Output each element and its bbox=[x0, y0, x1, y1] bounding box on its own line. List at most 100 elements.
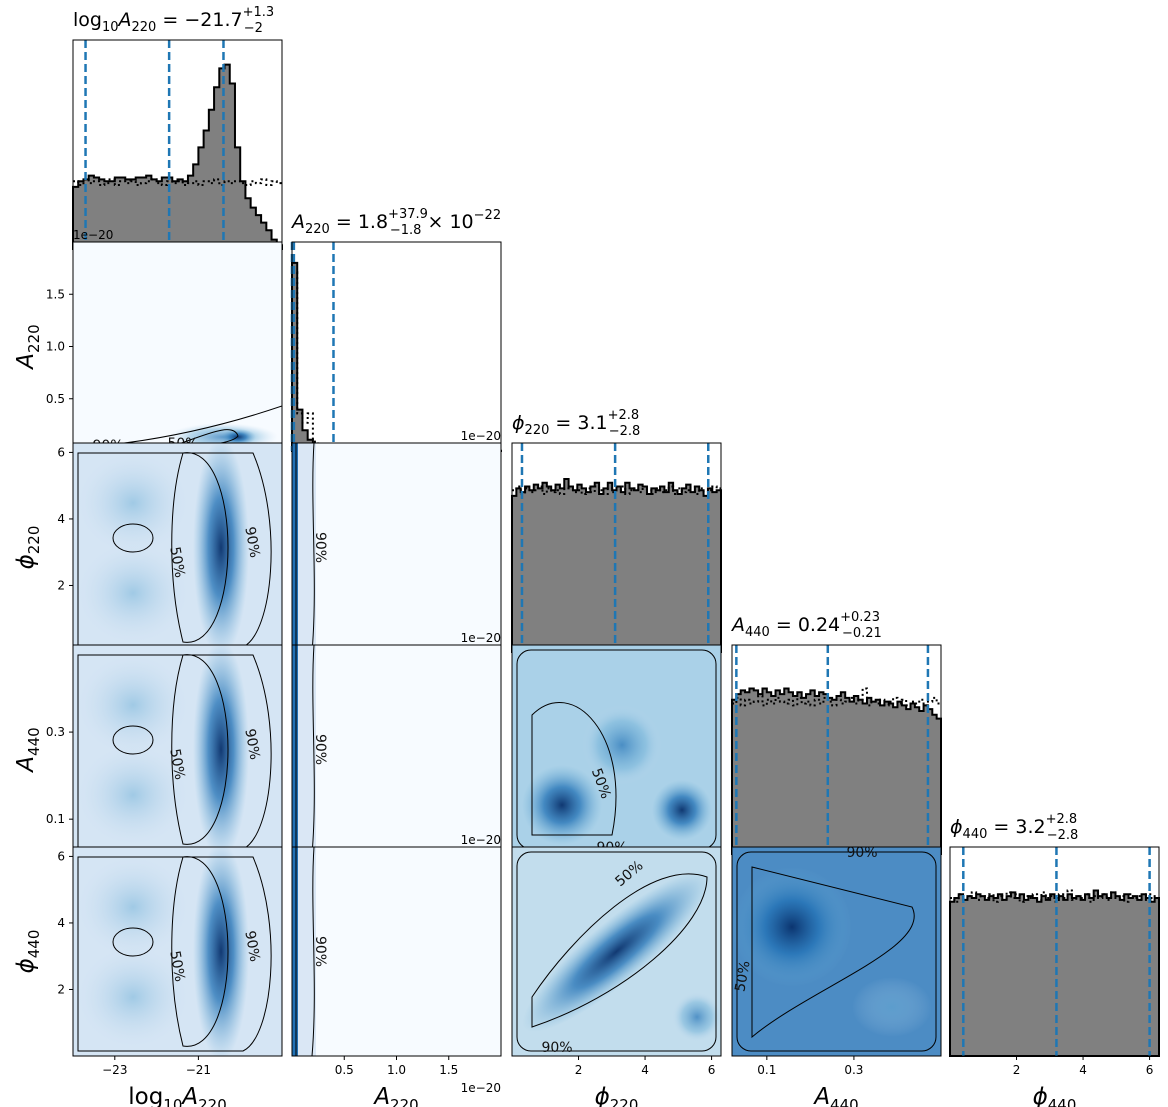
x-tick-label: 0.1 bbox=[757, 1063, 776, 1077]
kde-panel-A440-phi440: 50% 90% bbox=[731, 845, 942, 1057]
title-var: A bbox=[117, 9, 132, 31]
panel-offset-text: 1e−20 bbox=[461, 631, 501, 645]
x-tick-label: 2 bbox=[575, 1063, 583, 1077]
contour-50 bbox=[751, 866, 915, 1039]
y-tick-label: 1.5 bbox=[46, 287, 65, 301]
kde-content: 50%90% bbox=[73, 645, 282, 854]
kde-panel-phi220-phi440: 50%90% bbox=[511, 846, 722, 1057]
prior-histogram bbox=[73, 178, 282, 187]
contour-90 bbox=[77, 856, 272, 1052]
panels-group: 50%90%50%90%90%50%90%90%50%90%50%90%90%5… bbox=[72, 39, 1160, 1057]
kde-frame bbox=[731, 846, 942, 1057]
kde-blob-2 bbox=[652, 780, 712, 840]
title-suffix: × 10 bbox=[421, 211, 473, 233]
title-var: A bbox=[730, 614, 745, 636]
hist-panel-A220 bbox=[290, 241, 502, 452]
title-median: = 0.24 bbox=[770, 614, 840, 636]
x-axis-label-A220: A220 bbox=[372, 1084, 418, 1107]
x-axis-label-A440: A440 bbox=[812, 1084, 858, 1107]
kde-blob-corner bbox=[672, 992, 721, 1042]
title-exp: −22 bbox=[474, 208, 501, 223]
title-plus: +2.8 bbox=[608, 408, 640, 423]
x-tick-label: 0.3 bbox=[844, 1063, 863, 1077]
title-median: = 3.2 bbox=[987, 816, 1045, 838]
kde-ridge bbox=[193, 645, 249, 854]
kde-blob-1 bbox=[732, 867, 852, 987]
kde-blob-1 bbox=[78, 857, 188, 957]
prior-histogram bbox=[732, 687, 941, 707]
title-var: ϕ bbox=[950, 816, 963, 838]
x-tick-label: −23 bbox=[102, 1063, 127, 1077]
kde-content: 90% bbox=[292, 645, 328, 854]
title-median: = −21.7 bbox=[156, 9, 242, 31]
hist-panel-A440 bbox=[731, 644, 942, 855]
title-minus: −2 bbox=[244, 21, 263, 36]
panel-offset-text: 1e−20 bbox=[73, 228, 113, 242]
panel-title-phi440: ϕ440 = 3.2+2.8 −2.8 bbox=[950, 812, 1078, 843]
kde-blob-3 bbox=[582, 705, 662, 785]
kde-content: 50%90% bbox=[73, 443, 282, 652]
kde-blob-1 bbox=[78, 655, 188, 755]
kde-diagonal-ridge bbox=[522, 871, 711, 1032]
posterior-histogram bbox=[72, 63, 283, 250]
kde-blob-1 bbox=[522, 765, 602, 845]
kde-blob-2 bbox=[78, 947, 188, 1047]
title-sub2: 440 bbox=[745, 625, 770, 640]
contour-label-90: 90% bbox=[312, 734, 328, 765]
kde-content: 90% bbox=[292, 847, 328, 1056]
contour-label-90: 90% bbox=[846, 845, 877, 861]
kde-blob-2 bbox=[78, 745, 188, 845]
kde-background bbox=[292, 645, 501, 854]
y-tick-label: 2 bbox=[57, 982, 65, 996]
panel-title-A220: A220 = 1.8+37.9 −1.8 × 10−22 bbox=[290, 207, 501, 238]
y-tick-label: 0.3 bbox=[46, 725, 65, 739]
kde-ridge bbox=[193, 847, 249, 1056]
contour-island bbox=[112, 725, 154, 755]
contour-label-90: 90% bbox=[241, 526, 262, 559]
prior-histogram bbox=[512, 485, 721, 495]
panel-offset-text: 1e−20 bbox=[461, 833, 501, 847]
title-minus: −0.21 bbox=[842, 626, 882, 641]
title-sub1: 10 bbox=[102, 20, 119, 35]
kde-background bbox=[292, 847, 501, 1056]
title-minus: −2.8 bbox=[609, 424, 641, 439]
kde-edge-density bbox=[292, 443, 298, 652]
title-var: A bbox=[290, 211, 305, 233]
y-tick-label: 1.0 bbox=[46, 340, 65, 354]
y-axis-label-A440: A440 bbox=[13, 727, 43, 773]
contour-label-50: 50% bbox=[166, 950, 187, 983]
title-var: ϕ bbox=[512, 412, 525, 434]
contour-50 bbox=[531, 702, 617, 836]
title-plus: +37.9 bbox=[388, 207, 428, 222]
contour-90 bbox=[311, 645, 315, 854]
contour-label-90: 90% bbox=[541, 1040, 572, 1056]
kde-edge-halo bbox=[298, 443, 316, 652]
title-plus: +0.23 bbox=[840, 610, 880, 625]
y-axis-label-phi440: ϕ440 bbox=[13, 930, 43, 974]
title-sub2: 220 bbox=[305, 222, 330, 237]
title-sub2: 440 bbox=[963, 827, 988, 842]
kde-panel-logA220-phi440: 50% 90% bbox=[72, 846, 283, 1057]
x-tick-label: 1.5 bbox=[439, 1063, 458, 1077]
y-axis-label-A220: A220 bbox=[13, 324, 43, 370]
contour-label-90: 90% bbox=[241, 930, 262, 963]
y-tick-label: 0.5 bbox=[46, 392, 65, 406]
x-tick-label: 0.5 bbox=[335, 1063, 354, 1077]
kde-frame bbox=[511, 846, 722, 1057]
contour-island bbox=[112, 523, 154, 553]
x-tick-label: 4 bbox=[1079, 1063, 1087, 1077]
hist-frame bbox=[949, 846, 1160, 1057]
kde-panel-phi220-A440: 50%90% bbox=[511, 644, 722, 855]
kde-content: 50%90% bbox=[512, 645, 721, 854]
kde-blob-2 bbox=[78, 543, 188, 643]
contour-90 bbox=[311, 847, 315, 1056]
contour-label-50: 50% bbox=[732, 960, 753, 993]
kde-edge-halo bbox=[298, 645, 316, 854]
title-plus: +1.3 bbox=[243, 5, 275, 20]
posterior-histogram bbox=[511, 477, 722, 653]
y-axis-label-phi220: ϕ220 bbox=[13, 526, 43, 570]
contour-label-50: 50% bbox=[166, 748, 187, 781]
posterior-histogram bbox=[731, 687, 942, 855]
